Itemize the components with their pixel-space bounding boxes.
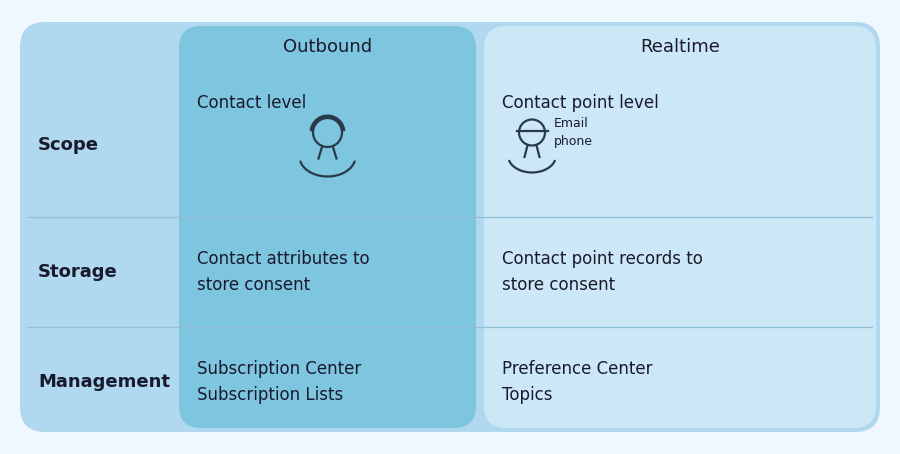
Text: Contact point records to
store consent: Contact point records to store consent [502, 250, 703, 294]
Text: Preference Center
Topics: Preference Center Topics [502, 360, 652, 404]
Text: Management: Management [38, 373, 170, 391]
Text: Outbound: Outbound [283, 38, 372, 56]
Text: Contact point level: Contact point level [502, 94, 659, 112]
FancyBboxPatch shape [484, 26, 876, 428]
Text: Storage: Storage [38, 263, 118, 281]
Text: Email
phone: Email phone [554, 117, 593, 148]
Text: Subscription Center
Subscription Lists: Subscription Center Subscription Lists [197, 360, 361, 404]
Text: Scope: Scope [38, 135, 99, 153]
Text: Contact attributes to
store consent: Contact attributes to store consent [197, 250, 370, 294]
Text: Realtime: Realtime [640, 38, 720, 56]
FancyBboxPatch shape [20, 22, 880, 432]
FancyBboxPatch shape [179, 26, 476, 428]
Text: Contact level: Contact level [197, 94, 306, 112]
